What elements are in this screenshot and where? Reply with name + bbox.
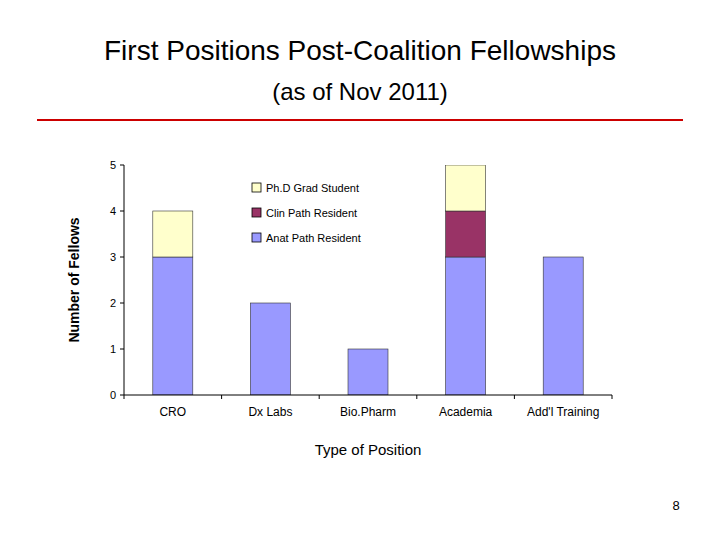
legend-box	[246, 176, 422, 252]
category-divider	[514, 395, 515, 399]
bar-segment	[250, 303, 290, 395]
y-tick	[120, 257, 124, 258]
legend: Ph.D Grad Student Clin Path Resident Anat …	[246, 176, 422, 252]
legend-label: Anat Path Resident	[266, 232, 361, 244]
y-tick-label: 0	[110, 389, 116, 401]
y-tick-label: 1	[110, 343, 116, 355]
bar-segment	[446, 257, 486, 395]
x-tick-label: Add'l Training	[527, 405, 599, 419]
bars	[153, 165, 583, 395]
bar-segment	[543, 257, 583, 258]
x-tick-label: Bio.Pharm	[340, 405, 396, 419]
bar-segment	[348, 349, 388, 350]
y-tick	[120, 303, 124, 304]
bar-segment	[153, 211, 193, 257]
y-tick-label: 5	[110, 159, 116, 171]
legend-label: Ph.D Grad Student	[266, 182, 359, 194]
x-tick-label: Dx Labs	[248, 405, 292, 419]
y-tick	[120, 165, 124, 166]
x-axis	[124, 395, 612, 396]
bar-segment	[446, 211, 486, 257]
bar-segment	[446, 165, 486, 211]
bar-segment	[153, 257, 193, 395]
category-divider	[319, 395, 320, 399]
legend-label: Clin Path Resident	[266, 207, 357, 219]
y-tick-label: 3	[110, 251, 116, 263]
y-tick	[120, 349, 124, 350]
title-rule	[37, 119, 683, 121]
bar-segment	[348, 349, 388, 395]
title: First Positions Post-Coalition Fellowshi…	[104, 35, 616, 66]
bar-segment	[250, 303, 290, 304]
subtitle: (as of Nov 2011)	[272, 78, 448, 105]
x-tick-label: CRO	[159, 405, 186, 419]
bar-segment	[543, 257, 583, 395]
y-tick-label: 2	[110, 297, 116, 309]
x-tick-label: Academia	[439, 405, 493, 419]
legend-swatch	[252, 208, 261, 217]
y-axis	[124, 165, 125, 395]
category-divider	[124, 395, 125, 399]
bar-segment	[348, 349, 388, 350]
bar-segment	[250, 303, 290, 304]
category-divider	[612, 395, 613, 399]
page-number: 8	[672, 498, 679, 513]
bar-segment	[543, 257, 583, 258]
category-divider	[416, 395, 417, 399]
y-tick	[120, 395, 124, 396]
y-tick-label: 4	[110, 205, 116, 217]
x-axis-title: Type of Position	[315, 441, 422, 458]
legend-swatch	[252, 183, 261, 192]
legend-swatch	[252, 233, 261, 242]
category-divider	[221, 395, 222, 399]
chart: First Positions Post-Coalition Fellowshi…	[0, 0, 720, 540]
y-axis-title: Number of Fellows	[66, 217, 82, 342]
y-tick	[120, 211, 124, 212]
